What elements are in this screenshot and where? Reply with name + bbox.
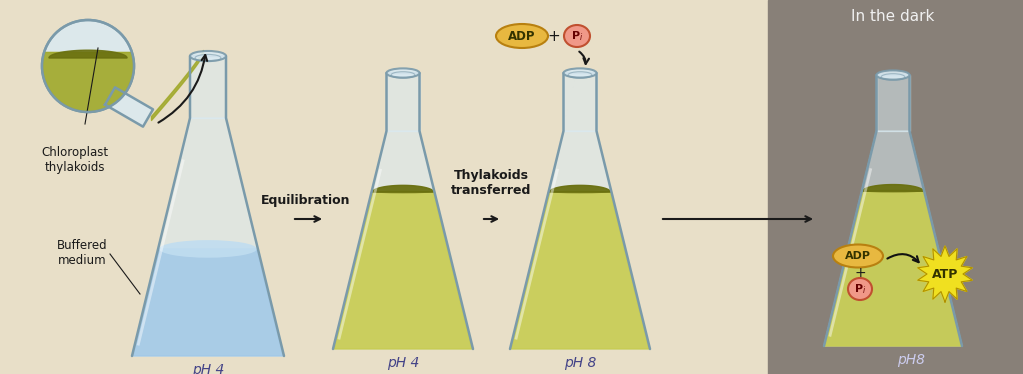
Text: pH 4: pH 4: [192, 363, 224, 374]
Ellipse shape: [862, 190, 923, 193]
Text: In the dark: In the dark: [851, 9, 935, 24]
Polygon shape: [549, 186, 611, 192]
Polygon shape: [510, 131, 650, 349]
Polygon shape: [42, 52, 134, 112]
Ellipse shape: [549, 191, 611, 193]
Text: pH 4: pH 4: [387, 356, 419, 370]
Polygon shape: [877, 75, 909, 131]
Text: pH8: pH8: [897, 353, 925, 367]
Ellipse shape: [372, 191, 434, 193]
Ellipse shape: [564, 68, 596, 78]
Text: Chloroplast
thylakoids: Chloroplast thylakoids: [42, 146, 108, 174]
Text: pH 8: pH 8: [564, 356, 596, 370]
Polygon shape: [105, 88, 153, 127]
Circle shape: [42, 20, 134, 112]
Polygon shape: [132, 118, 284, 356]
Polygon shape: [190, 56, 226, 118]
Text: P$_i$: P$_i$: [854, 282, 866, 296]
Polygon shape: [387, 73, 419, 131]
Ellipse shape: [387, 68, 419, 78]
Polygon shape: [133, 249, 283, 356]
Polygon shape: [333, 131, 473, 349]
Bar: [0, 0, 768, 374]
Text: +: +: [854, 266, 865, 280]
Polygon shape: [372, 186, 434, 192]
Ellipse shape: [833, 245, 883, 267]
Ellipse shape: [496, 24, 548, 48]
Polygon shape: [824, 131, 962, 346]
Polygon shape: [862, 184, 923, 191]
Text: Buffered
medium: Buffered medium: [56, 239, 107, 267]
Polygon shape: [918, 246, 972, 302]
Text: ATP: ATP: [932, 267, 959, 280]
Polygon shape: [564, 73, 596, 131]
Ellipse shape: [160, 240, 257, 258]
Polygon shape: [333, 192, 472, 349]
Ellipse shape: [190, 51, 226, 61]
Ellipse shape: [564, 25, 590, 47]
Ellipse shape: [877, 70, 909, 80]
Text: Equilibration: Equilibration: [261, 194, 350, 207]
Text: +: +: [547, 28, 561, 43]
Bar: [768, 0, 1023, 374]
Polygon shape: [825, 191, 961, 346]
Text: P$_i$: P$_i$: [571, 29, 583, 43]
Ellipse shape: [848, 278, 872, 300]
Text: ADP: ADP: [845, 251, 871, 261]
Polygon shape: [49, 50, 127, 58]
Text: Thylakoids
transferred: Thylakoids transferred: [451, 169, 532, 197]
Polygon shape: [512, 192, 649, 349]
Text: ADP: ADP: [508, 30, 536, 43]
